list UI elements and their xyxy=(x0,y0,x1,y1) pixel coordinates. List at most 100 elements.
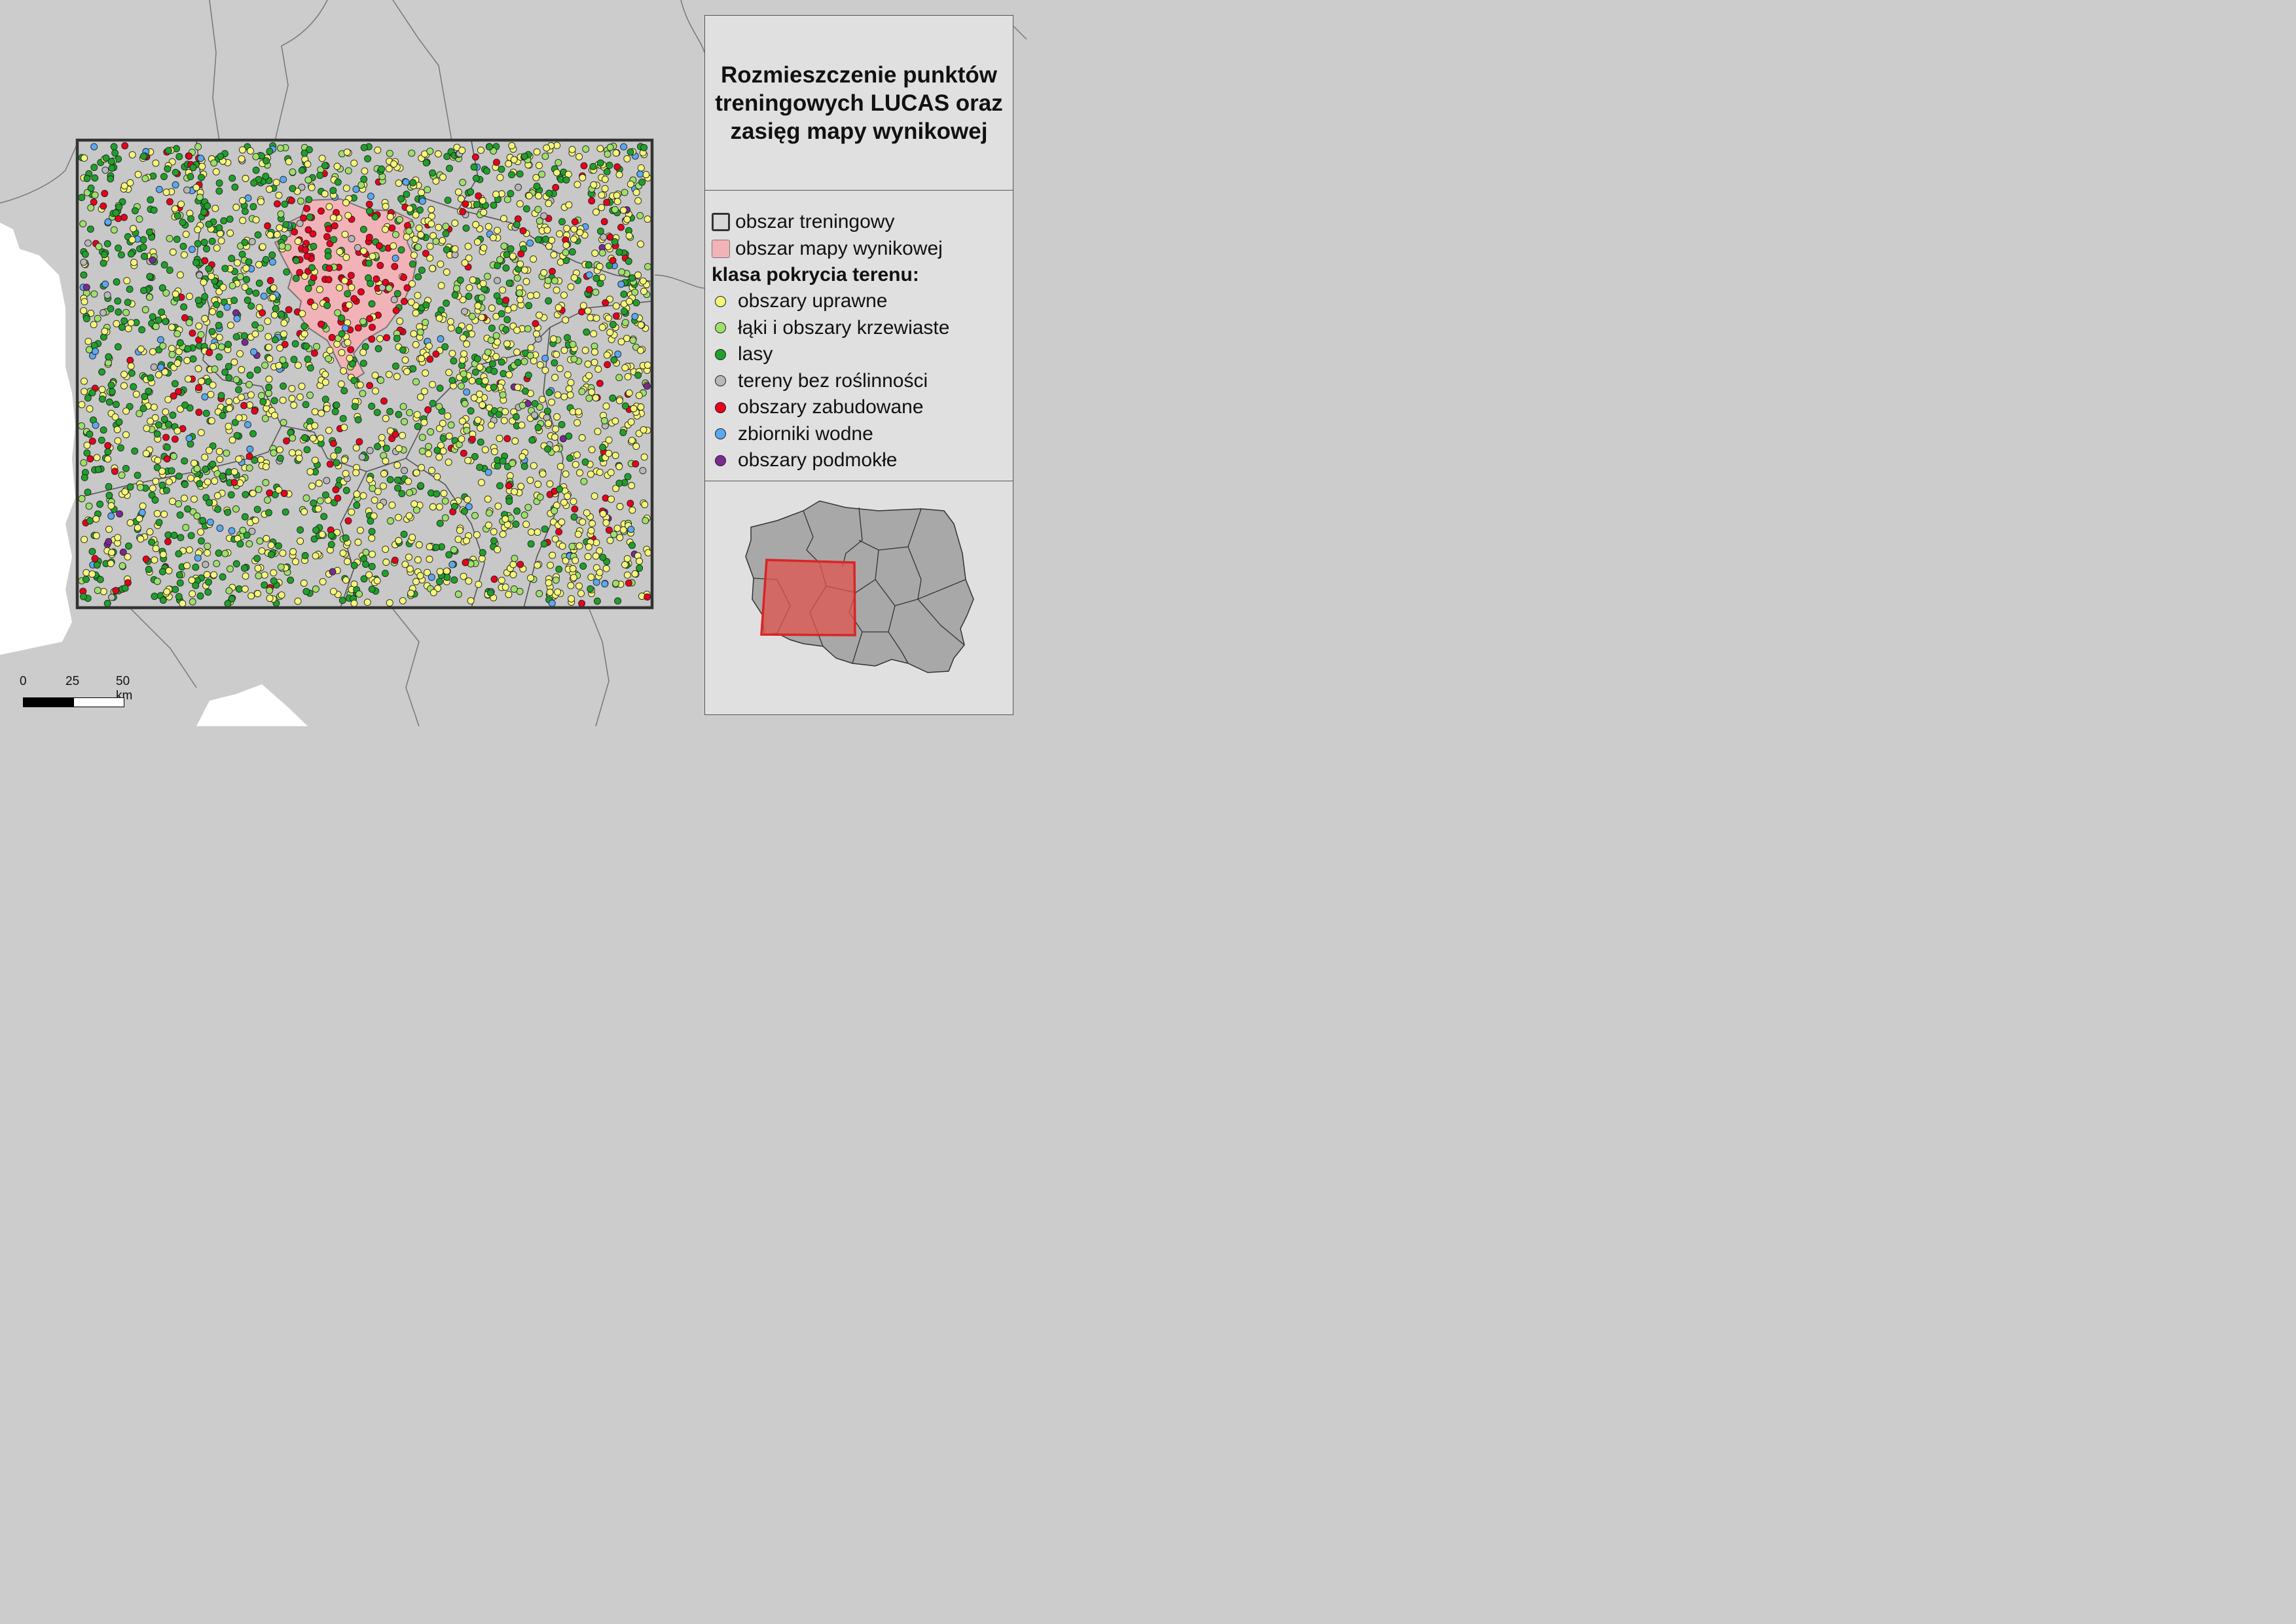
training-point xyxy=(447,421,455,429)
training-point xyxy=(494,338,501,346)
training-point xyxy=(115,203,123,211)
training-point xyxy=(134,524,141,532)
training-point xyxy=(171,205,179,213)
training-point xyxy=(451,502,458,510)
training-point xyxy=(614,350,622,358)
training-point xyxy=(246,540,253,547)
training-point xyxy=(211,204,219,212)
training-point xyxy=(100,426,107,434)
training-point xyxy=(317,434,325,442)
training-point xyxy=(276,446,283,454)
training-point xyxy=(131,447,139,455)
training-point xyxy=(552,425,560,433)
training-point xyxy=(555,304,562,312)
training-point xyxy=(484,521,492,529)
training-point xyxy=(357,181,365,189)
training-point xyxy=(613,198,621,206)
training-point xyxy=(172,585,179,593)
training-point xyxy=(81,154,88,162)
legend-class-item: obszary zabudowane xyxy=(712,394,1013,421)
training-point xyxy=(232,560,240,568)
training-point xyxy=(168,467,175,475)
training-point xyxy=(464,456,472,464)
training-point xyxy=(637,403,645,411)
training-point xyxy=(525,192,533,200)
training-point xyxy=(176,579,184,587)
training-point xyxy=(338,314,346,322)
training-point xyxy=(81,473,88,481)
training-point xyxy=(194,365,202,373)
training-point xyxy=(371,371,379,379)
training-point xyxy=(191,459,198,467)
training-point xyxy=(464,496,471,504)
training-point xyxy=(522,278,530,286)
training-point xyxy=(350,561,358,569)
training-point xyxy=(105,525,113,533)
training-point xyxy=(478,555,486,563)
training-point xyxy=(369,550,376,558)
training-point xyxy=(368,528,376,536)
training-point xyxy=(527,344,535,352)
training-point xyxy=(348,235,355,242)
training-point xyxy=(247,592,255,600)
training-point xyxy=(350,159,358,167)
training-point xyxy=(536,311,543,319)
training-point xyxy=(211,477,219,485)
training-point xyxy=(555,158,562,166)
map-title: Rozmieszczenie punktów treningowych LUCA… xyxy=(715,62,1003,144)
training-point xyxy=(215,179,223,187)
training-point xyxy=(197,429,205,437)
training-point xyxy=(182,231,190,238)
training-point xyxy=(171,435,179,443)
training-point xyxy=(538,396,546,403)
training-point xyxy=(275,191,283,199)
training-point xyxy=(627,180,634,188)
training-point xyxy=(405,477,412,485)
training-point xyxy=(329,568,337,576)
training-point xyxy=(94,314,101,322)
training-point xyxy=(519,401,526,409)
training-point xyxy=(212,168,220,175)
training-point xyxy=(476,464,484,471)
training-point xyxy=(454,536,462,544)
training-point xyxy=(277,310,285,318)
training-point xyxy=(266,587,274,595)
training-point xyxy=(235,414,243,422)
legend-panel: obszar treningowy obszar mapy wynikowej … xyxy=(704,190,1013,481)
training-point xyxy=(217,392,225,399)
training-point xyxy=(496,256,504,264)
training-point xyxy=(493,158,500,166)
training-point xyxy=(562,557,570,564)
training-point xyxy=(367,280,374,287)
training-point xyxy=(125,542,132,550)
training-point xyxy=(353,490,361,498)
training-point xyxy=(609,321,617,329)
training-point xyxy=(616,503,624,510)
training-point xyxy=(267,551,275,559)
training-point xyxy=(386,427,394,435)
training-point xyxy=(628,437,636,445)
training-point xyxy=(448,377,456,384)
training-point xyxy=(369,323,376,331)
training-point xyxy=(556,462,564,470)
training-point xyxy=(342,253,350,261)
training-point xyxy=(543,407,551,415)
training-point xyxy=(587,470,594,478)
training-point xyxy=(565,385,573,393)
training-point xyxy=(113,426,121,434)
training-point xyxy=(147,196,155,204)
training-point xyxy=(94,466,102,473)
training-point xyxy=(545,388,553,396)
training-point xyxy=(302,587,310,595)
training-point xyxy=(323,405,331,413)
training-point xyxy=(385,284,393,292)
training-point xyxy=(514,359,522,366)
training-point xyxy=(601,175,609,183)
training-point xyxy=(170,452,177,460)
training-point xyxy=(249,203,257,211)
training-point xyxy=(435,403,443,411)
training-point xyxy=(162,487,170,494)
training-point xyxy=(359,318,367,325)
training-point xyxy=(494,462,501,470)
training-point xyxy=(503,435,511,443)
